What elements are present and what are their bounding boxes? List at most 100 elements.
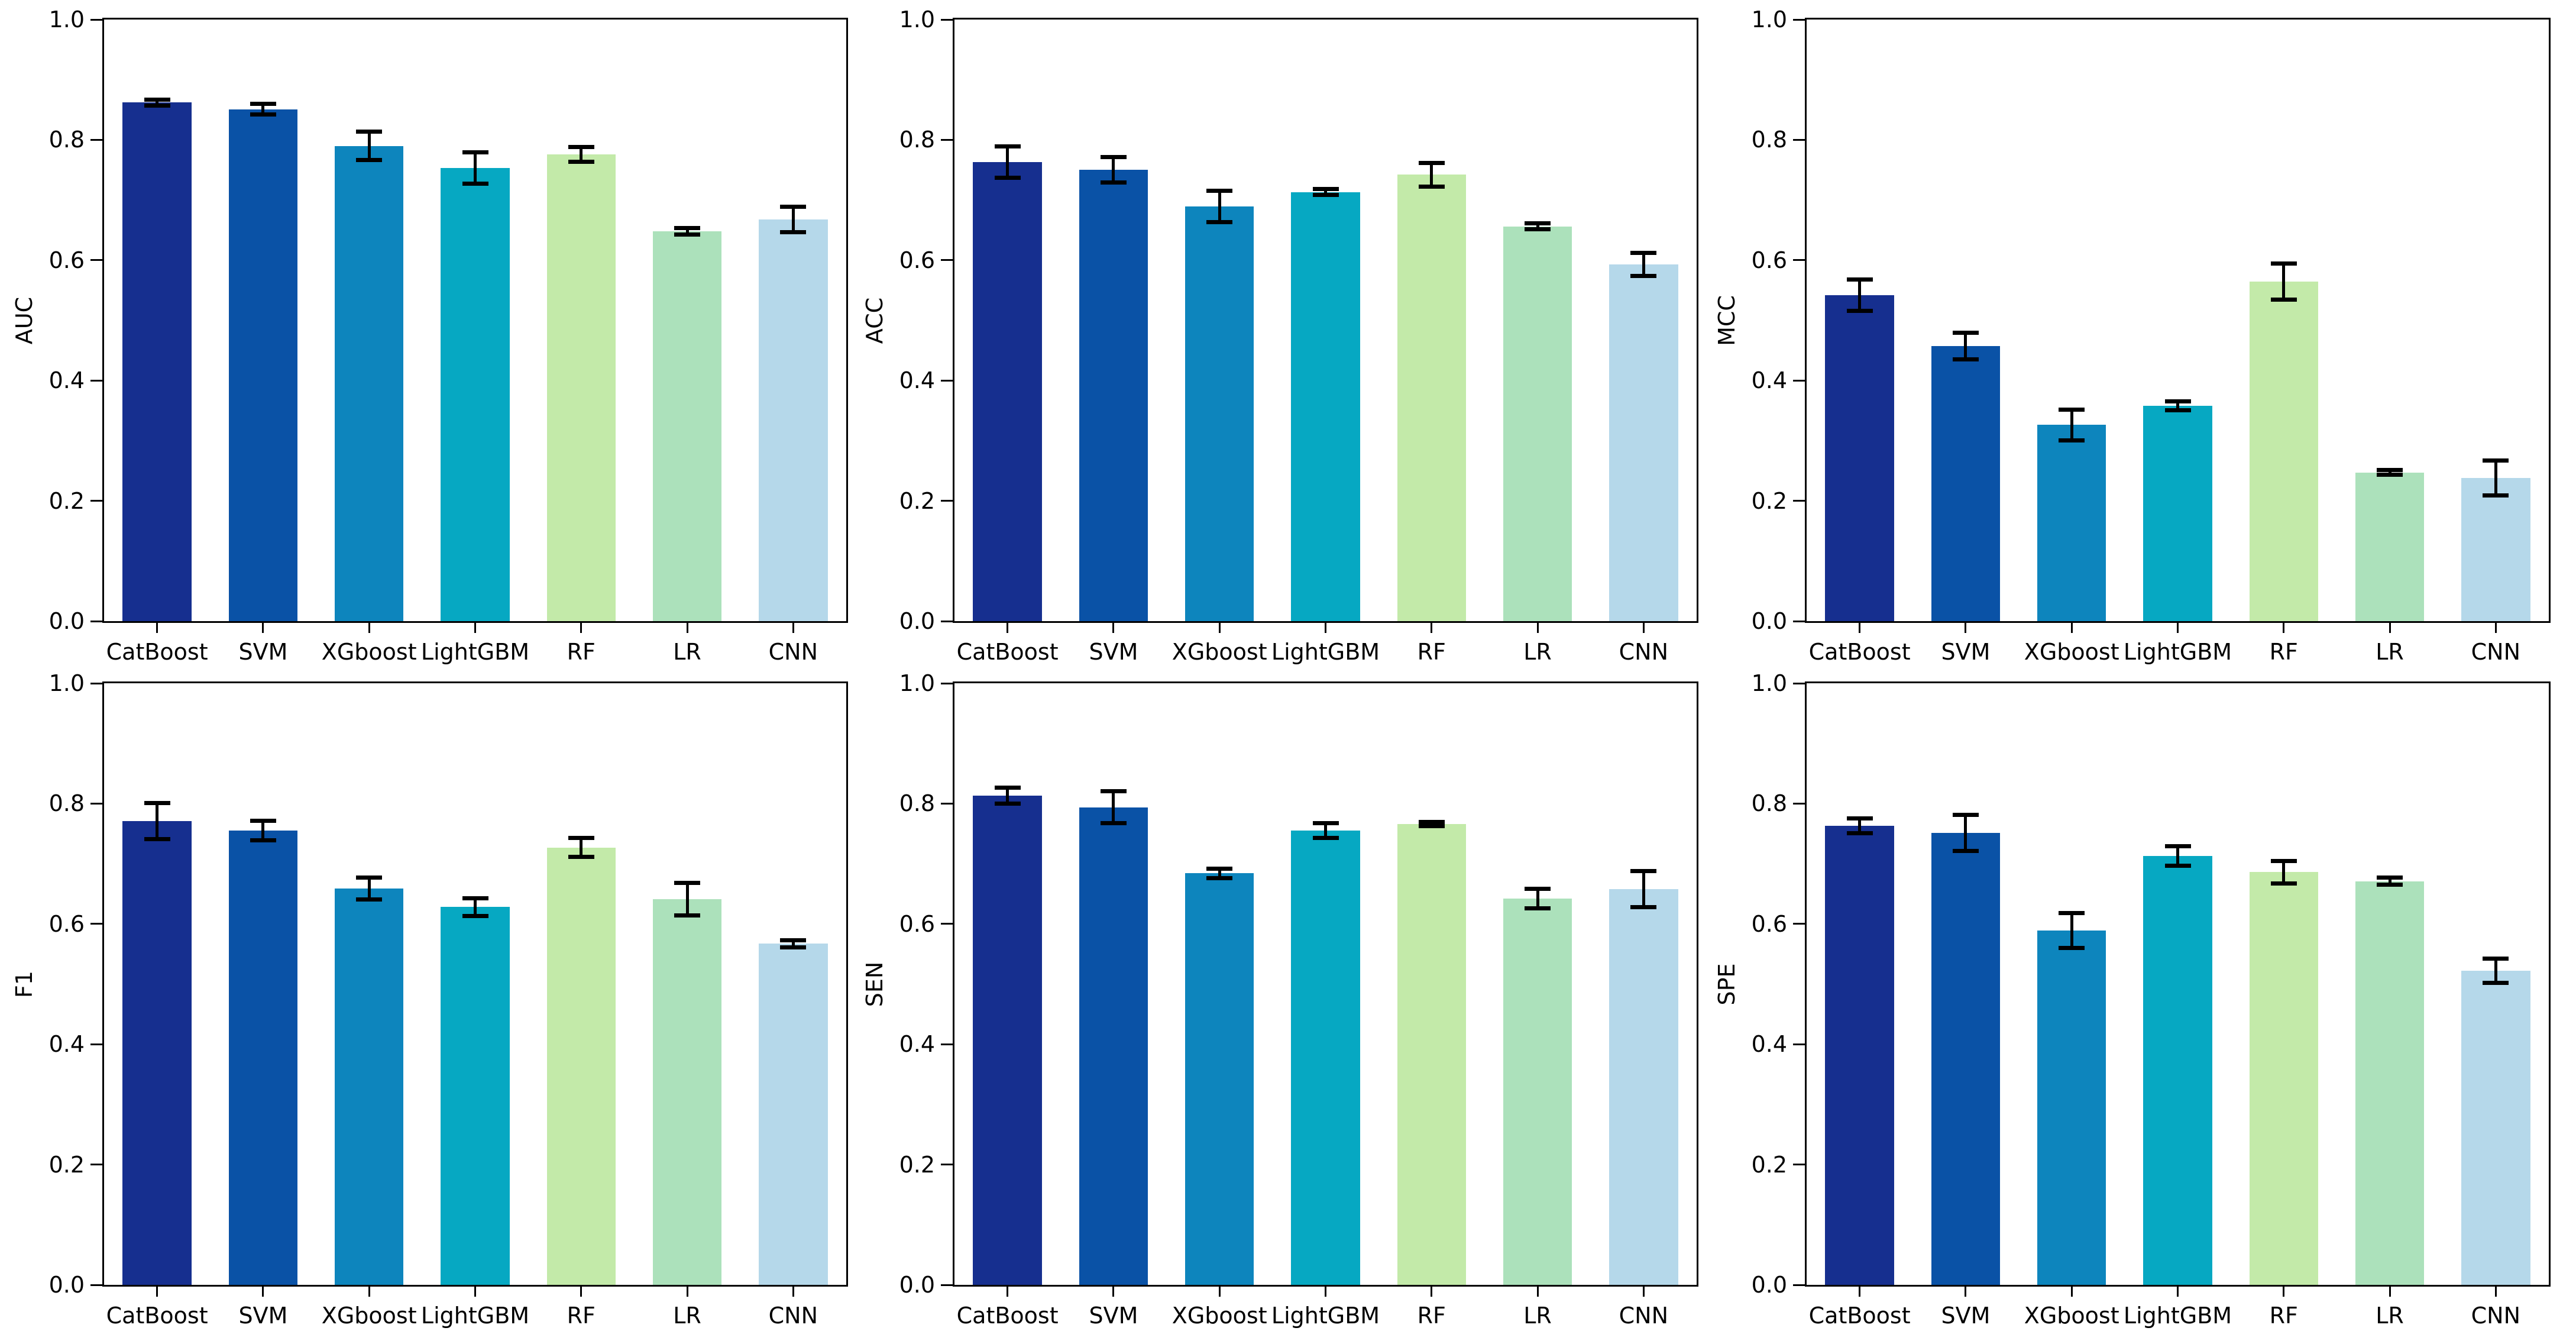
errorbar-cap-top-spe-catboost [1846, 816, 1873, 821]
errorbar-cap-bottom-auc-catboost [144, 103, 170, 108]
y-tick-label-acc-1.0: 1.0 [899, 7, 935, 33]
errorbar-cap-bottom-mcc-rf [2270, 298, 2297, 302]
y-tick-f1-0.4 [90, 1043, 102, 1045]
bar-mcc-cnn [2461, 477, 2530, 621]
errorbar-cap-top-spe-svm [1952, 813, 1979, 818]
y-tick-auc-0.2 [90, 500, 102, 502]
errorbar-line-mcc-xgboost [2070, 409, 2073, 441]
x-tick-label-auc-lightgbm: LightGBM [420, 639, 530, 665]
y-tick-label-sen-0.8: 0.8 [899, 790, 935, 817]
x-tick-label-mcc-lr: LR [2376, 639, 2404, 665]
x-tick-label-sen-lightgbm: LightGBM [1271, 1303, 1380, 1329]
bar-spe-lr [2355, 881, 2425, 1285]
bar-sen-cnn [1609, 889, 1678, 1285]
y-tick-label-auc-0.2: 0.2 [48, 487, 85, 514]
bar-mcc-catboost [1825, 295, 1894, 621]
x-tick-label-spe-lr: LR [2376, 1303, 2404, 1329]
bar-mcc-lr [2355, 472, 2425, 621]
errorbar-cap-bottom-auc-svm [250, 112, 276, 117]
x-tick-label-spe-cnn: CNN [2471, 1303, 2521, 1329]
errorbar-cap-bottom-sen-svm [1100, 821, 1127, 826]
errorbar-line-sen-catboost [1006, 787, 1009, 804]
errorbar-line-auc-lightgbm [474, 152, 477, 184]
errorbar-cap-bottom-sen-lightgbm [1312, 835, 1339, 840]
y-tick-mcc-0.6 [1793, 259, 1805, 261]
errorbar-cap-top-sen-lightgbm [1312, 821, 1339, 826]
errorbar-cap-top-sen-svm [1100, 789, 1127, 793]
errorbar-cap-bottom-sen-xgboost [1206, 876, 1233, 880]
y-tick-label-spe-0.0: 0.0 [1751, 1272, 1787, 1298]
x-tick-label-acc-lr: LR [1523, 639, 1552, 665]
y-tick-label-sen-0.2: 0.2 [899, 1151, 935, 1178]
x-tick-mcc-lightgbm [2177, 621, 2179, 633]
plot-area-f1 [102, 681, 848, 1287]
x-tick-label-spe-rf: RF [2269, 1303, 2298, 1329]
x-tick-label-auc-xgboost: XGboost [321, 639, 417, 665]
errorbar-cap-bottom-acc-lr [1525, 227, 1551, 232]
y-tick-mcc-0.0 [1793, 620, 1805, 622]
bar-auc-rf [546, 154, 616, 621]
errorbar-line-acc-cnn [1642, 253, 1645, 276]
errorbar-line-mcc-cnn [2494, 460, 2497, 496]
x-tick-f1-xgboost [368, 1285, 370, 1297]
x-tick-sen-svm [1112, 1285, 1115, 1297]
plot-area-acc [953, 18, 1698, 623]
bar-spe-rf [2249, 872, 2319, 1285]
x-tick-spe-cnn [2494, 1285, 2497, 1297]
errorbar-line-spe-cnn [2494, 958, 2497, 983]
y-tick-mcc-0.4 [1793, 379, 1805, 382]
errorbar-cap-bottom-acc-lightgbm [1312, 193, 1339, 198]
bar-f1-lightgbm [441, 907, 510, 1285]
x-tick-sen-rf [1431, 1285, 1433, 1297]
errorbar-line-mcc-svm [1964, 332, 1967, 360]
x-tick-f1-rf [580, 1285, 582, 1297]
x-tick-f1-lr [686, 1285, 688, 1297]
errorbar-line-f1-catboost [156, 803, 159, 839]
y-tick-acc-1.0 [941, 18, 953, 21]
errorbar-cap-top-spe-lr [2377, 875, 2403, 880]
y-tick-label-spe-1.0: 1.0 [1751, 670, 1787, 696]
y-tick-spe-0.0 [1793, 1284, 1805, 1286]
errorbar-cap-top-auc-lr [674, 226, 701, 231]
y-tick-spe-0.8 [1793, 802, 1805, 805]
x-tick-label-acc-lightgbm: LightGBM [1271, 639, 1380, 665]
y-tick-mcc-0.8 [1793, 138, 1805, 141]
bar-sen-lightgbm [1291, 831, 1360, 1285]
x-tick-spe-catboost [1859, 1285, 1861, 1297]
x-tick-label-f1-cnn: CNN [768, 1303, 818, 1329]
errorbar-cap-top-acc-cnn [1630, 251, 1657, 256]
errorbar-line-acc-catboost [1006, 146, 1009, 178]
x-tick-label-sen-lr: LR [1523, 1303, 1552, 1329]
errorbar-line-sen-svm [1112, 791, 1115, 823]
errorbar-cap-bottom-acc-svm [1100, 180, 1127, 185]
x-tick-sen-xgboost [1218, 1285, 1221, 1297]
y-tick-label-acc-0.8: 0.8 [899, 127, 935, 153]
x-tick-acc-catboost [1007, 621, 1009, 633]
y-axis-label-spe: SPE [1714, 962, 1740, 1006]
y-tick-mcc-0.2 [1793, 500, 1805, 502]
x-tick-mcc-catboost [1859, 621, 1861, 633]
y-axis-label-mcc: MCC [1714, 295, 1740, 346]
y-tick-label-auc-0.4: 0.4 [48, 367, 85, 394]
y-tick-label-auc-0.0: 0.0 [48, 608, 85, 634]
errorbar-line-acc-svm [1112, 157, 1115, 183]
bar-acc-lightgbm [1291, 192, 1360, 621]
errorbar-cap-bottom-f1-lightgbm [462, 914, 488, 919]
errorbar-cap-bottom-spe-svm [1952, 849, 1979, 854]
y-tick-acc-0.4 [941, 379, 953, 382]
y-tick-auc-1.0 [90, 18, 102, 21]
y-tick-acc-0.0 [941, 620, 953, 622]
errorbar-line-sen-lightgbm [1324, 823, 1327, 838]
x-tick-label-auc-catboost: CatBoost [106, 639, 208, 665]
errorbar-line-auc-rf [580, 147, 583, 161]
errorbar-cap-top-spe-lightgbm [2164, 844, 2191, 849]
errorbar-cap-top-auc-xgboost [356, 129, 383, 134]
errorbar-cap-bottom-spe-lr [2377, 883, 2403, 887]
errorbar-line-acc-xgboost [1218, 190, 1221, 222]
y-tick-label-sen-0.0: 0.0 [899, 1272, 935, 1298]
errorbar-cap-bottom-spe-catboost [1846, 831, 1873, 835]
x-tick-label-auc-lr: LR [673, 639, 701, 665]
y-tick-label-f1-0.0: 0.0 [48, 1272, 85, 1298]
x-tick-label-spe-lightgbm: LightGBM [2123, 1303, 2232, 1329]
errorbar-line-f1-cnn [791, 940, 795, 948]
